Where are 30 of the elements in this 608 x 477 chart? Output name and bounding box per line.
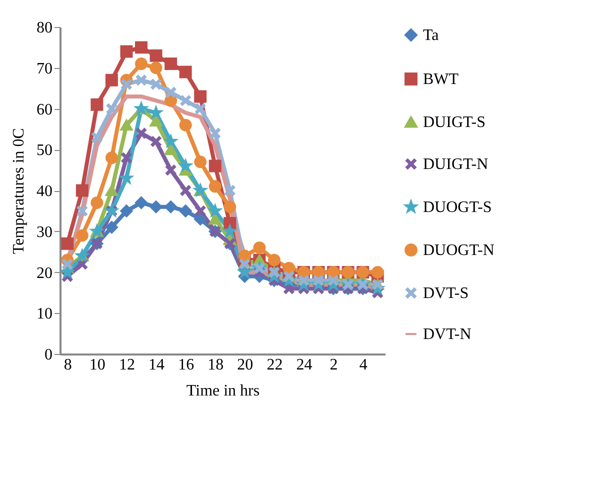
legend-label: DVT-N xyxy=(423,326,472,343)
x-tick-label: 2 xyxy=(330,356,338,374)
x-tick-label: 16 xyxy=(178,356,194,374)
legend-label: DUOGT-N xyxy=(423,242,495,259)
legend-label: DUIGT-N xyxy=(423,156,489,173)
y-tick-label: 60 xyxy=(36,101,52,118)
x-tick-label: 8 xyxy=(64,356,72,374)
y-tick-label: 40 xyxy=(36,183,52,200)
legend-label: DVT-S xyxy=(423,285,469,302)
y-tick-label: 10 xyxy=(36,306,52,323)
x-tick-label: 22 xyxy=(266,356,283,374)
x-tick-label: 10 xyxy=(89,356,106,374)
x-tick-label: 4 xyxy=(359,356,368,374)
legend-label: DUOGT-S xyxy=(423,199,492,216)
y-tick-label: 50 xyxy=(36,142,52,160)
x-tick-label: 18 xyxy=(208,356,224,374)
legend-label: Ta xyxy=(423,27,439,44)
y-tick-label: 20 xyxy=(36,264,52,282)
x-axis-title: Time in hrs xyxy=(186,382,260,400)
legend-label: DUIGT-S xyxy=(423,114,486,131)
y-tick-label: 80 xyxy=(36,20,52,36)
y-tick-label: 70 xyxy=(36,60,52,78)
y-tick-label: 30 xyxy=(36,224,52,241)
legend-label: BWT xyxy=(423,71,459,88)
x-tick-label: 14 xyxy=(148,356,165,374)
x-tick-label: 20 xyxy=(237,356,254,374)
y-tick-label: 0 xyxy=(44,346,52,364)
x-tick-label: 24 xyxy=(296,356,312,374)
x-tick-label: 12 xyxy=(118,356,135,374)
y-axis-title: Temperatures in 0C xyxy=(10,128,28,254)
